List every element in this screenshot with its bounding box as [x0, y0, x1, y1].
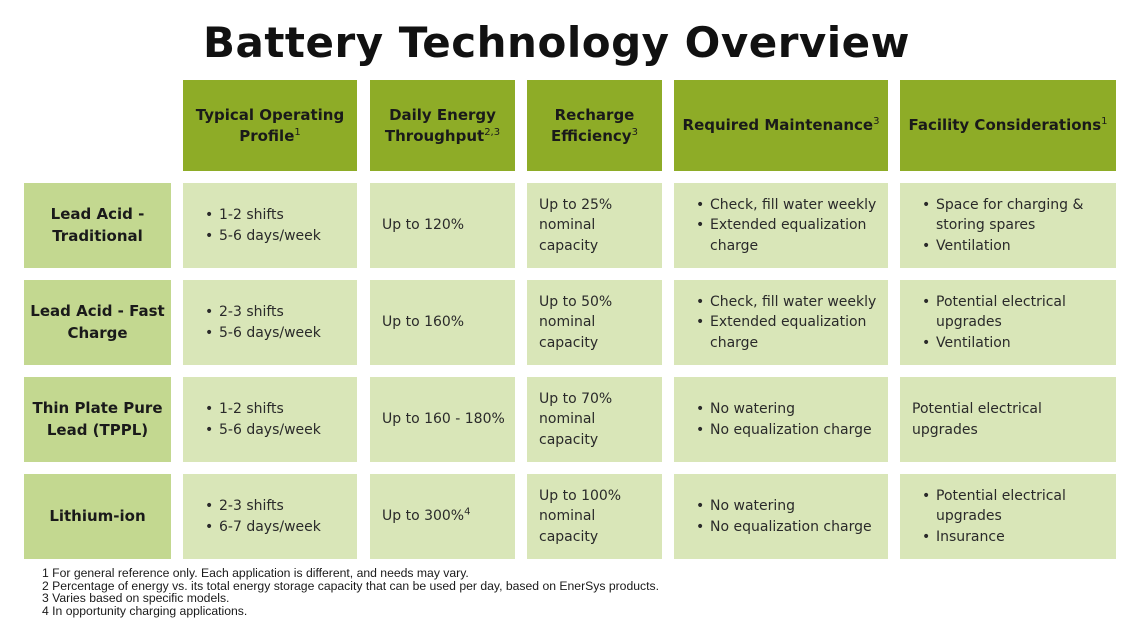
list-item: 2-3 shifts [195, 496, 321, 516]
list-item: 1-2 shifts [195, 399, 321, 419]
footnote-ref: 2,3 [484, 126, 501, 138]
footnote-ref: 3 [631, 126, 638, 138]
recharge-efficiency-cell: Up to 100% nominal capacity [527, 474, 662, 559]
column-header: Recharge Efficiency3 [527, 80, 662, 171]
list-item: 5-6 days/week [195, 420, 321, 440]
row-header-label: Lead Acid - Traditional [50, 204, 145, 245]
list-item: Insurance [912, 527, 1106, 547]
footnote-ref: 1 [1101, 116, 1108, 127]
footnote: 4 In opportunity charging applications. [42, 603, 248, 618]
recharge-efficiency-value: Up to 100% nominal capacity [539, 488, 622, 545]
row-header-label: Thin Plate Pure Lead (TPPL) [32, 398, 163, 439]
throughput-value: Up to 160% [382, 314, 465, 331]
maintenance-list: Check, fill water weeklyExtended equaliz… [686, 292, 878, 352]
operating-profile-list: 2-3 shifts5-6 days/week [195, 302, 321, 342]
maintenance-list: No wateringNo equalization charge [686, 399, 872, 439]
list-item: 6-7 days/week [195, 517, 321, 537]
throughput-value: Up to 160 - 180% [382, 411, 505, 428]
list-item: No watering [686, 399, 872, 419]
facility-cell: Potential electrical upgrades [900, 377, 1116, 462]
footnote-ref: 3 [873, 116, 880, 127]
column-header: Required Maintenance3 [674, 80, 888, 171]
operating-profile-list: 1-2 shifts5-6 days/week [195, 205, 321, 245]
recharge-efficiency-cell: Up to 25% nominal capacity [527, 183, 662, 268]
footnote: 2 Percentage of energy vs. its total ene… [42, 578, 659, 593]
row-header-label: Lithium-ion [49, 506, 146, 525]
maintenance-list: Check, fill water weeklyExtended equaliz… [686, 195, 878, 255]
row-header: Lithium-ion [24, 474, 171, 559]
footnote-ref: 1 [294, 126, 301, 138]
list-item: Potential electrical upgrades [912, 486, 1106, 526]
list-item: No equalization charge [686, 517, 872, 537]
column-header-label: Recharge Efficiency [551, 105, 635, 145]
facility-list: Potential electrical upgradesVentilation [912, 292, 1106, 352]
throughput-cell: Up to 120% [370, 183, 515, 268]
footnote: 3 Varies based on specific models. [42, 591, 230, 606]
column-header: Typical Operating Profile1 [183, 80, 357, 171]
maintenance-cell: No wateringNo equalization charge [674, 474, 888, 559]
recharge-efficiency-cell: Up to 70% nominal capacity [527, 377, 662, 462]
operating-profile-cell: 2-3 shifts5-6 days/week [183, 280, 357, 365]
column-header-label: Required Maintenance [682, 116, 874, 134]
maintenance-cell: No wateringNo equalization charge [674, 377, 888, 462]
operating-profile-cell: 1-2 shifts5-6 days/week [183, 377, 357, 462]
throughput-cell: Up to 300%4 [370, 474, 515, 559]
recharge-efficiency-value: Up to 70% nominal capacity [539, 391, 613, 448]
facility-text: Potential electrical upgrades [912, 401, 1042, 438]
recharge-efficiency-value: Up to 50% nominal capacity [539, 294, 613, 351]
list-item: 1-2 shifts [195, 205, 321, 225]
maintenance-cell: Check, fill water weeklyExtended equaliz… [674, 183, 888, 268]
facility-cell: Space for charging & storing sparesVenti… [900, 183, 1116, 268]
operating-profile-cell: 2-3 shifts6-7 days/week [183, 474, 357, 559]
maintenance-list: No wateringNo equalization charge [686, 496, 872, 536]
recharge-efficiency-cell: Up to 50% nominal capacity [527, 280, 662, 365]
column-header-label: Typical Operating Profile [195, 105, 345, 145]
list-item: Check, fill water weekly [686, 292, 878, 312]
facility-cell: Potential electrical upgradesVentilation [900, 280, 1116, 365]
operating-profile-cell: 1-2 shifts5-6 days/week [183, 183, 357, 268]
column-header: Daily Energy Throughput2,3 [370, 80, 515, 171]
row-header: Lead Acid - Fast Charge [24, 280, 171, 365]
list-item: 2-3 shifts [195, 302, 321, 322]
operating-profile-list: 1-2 shifts5-6 days/week [195, 399, 321, 439]
facility-cell: Potential electrical upgradesInsurance [900, 474, 1116, 559]
row-header: Lead Acid - Traditional [24, 183, 171, 268]
footnote-ref: 4 [464, 506, 471, 518]
throughput-cell: Up to 160% [370, 280, 515, 365]
footnote: 1 For general reference only. Each appli… [42, 566, 469, 580]
column-header: Facility Considerations1 [900, 80, 1116, 171]
maintenance-cell: Check, fill water weeklyExtended equaliz… [674, 280, 888, 365]
page-title: Battery Technology Overview [203, 18, 910, 67]
footnotes: 1 For general reference only. Each appli… [42, 567, 659, 617]
throughput-value: Up to 120% [382, 217, 465, 234]
recharge-efficiency-value: Up to 25% nominal capacity [539, 197, 613, 254]
throughput-cell: Up to 160 - 180% [370, 377, 515, 462]
facility-list: Space for charging & storing sparesVenti… [912, 195, 1106, 255]
list-item: No equalization charge [686, 420, 872, 440]
list-item: Space for charging & storing spares [912, 195, 1106, 235]
row-header: Thin Plate Pure Lead (TPPL) [24, 377, 171, 462]
list-item: Ventilation [912, 236, 1106, 256]
facility-list: Potential electrical upgradesInsurance [912, 486, 1106, 546]
list-item: Extended equalization charge [686, 215, 878, 255]
list-item: Potential electrical upgrades [912, 292, 1106, 332]
list-item: 5-6 days/week [195, 226, 321, 246]
column-header-label: Daily Energy Throughput [384, 105, 496, 145]
throughput-value: Up to 300% [382, 508, 465, 525]
list-item: Ventilation [912, 333, 1106, 353]
row-header-label: Lead Acid - Fast Charge [30, 301, 165, 342]
list-item: No watering [686, 496, 872, 516]
list-item: Check, fill water weekly [686, 195, 878, 215]
operating-profile-list: 2-3 shifts6-7 days/week [195, 496, 321, 536]
list-item: 5-6 days/week [195, 323, 321, 343]
column-header-label: Facility Considerations [908, 116, 1102, 134]
list-item: Extended equalization charge [686, 312, 878, 352]
